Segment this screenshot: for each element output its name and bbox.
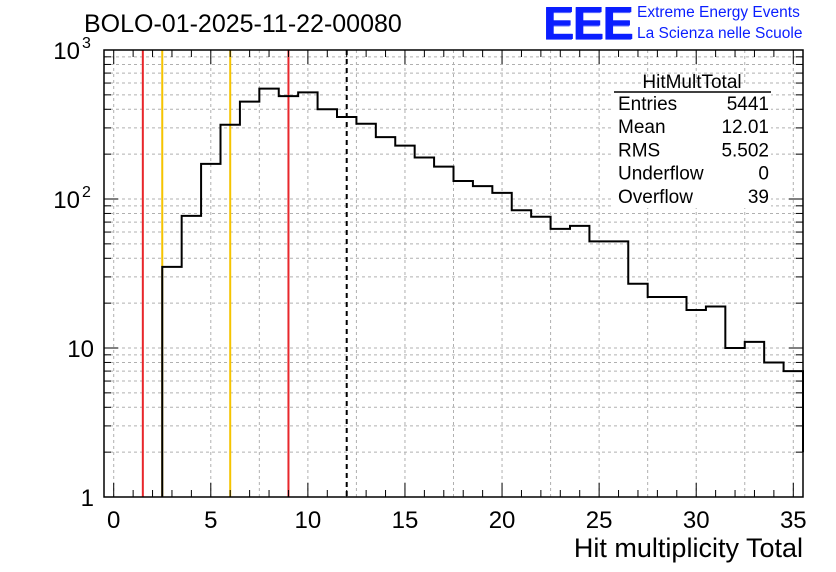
y-tick-label: 1 <box>81 485 94 512</box>
stats-label: Overflow <box>618 187 693 208</box>
stats-value: 0 <box>758 164 769 185</box>
stats-label: Entries <box>618 94 677 115</box>
x-tick-label: 20 <box>489 507 516 534</box>
y-tick-exponent: 3 <box>82 35 91 52</box>
x-tick-label: 30 <box>683 507 710 534</box>
stats-value: 5441 <box>727 94 769 115</box>
histogram-series <box>161 87 804 497</box>
histogram-outline <box>161 87 804 497</box>
x-tick-label: 15 <box>392 507 419 534</box>
x-tick-label: 25 <box>586 507 613 534</box>
marker-lines <box>141 50 348 497</box>
plot-frame <box>103 49 804 498</box>
y-tick-exponent: 2 <box>82 184 91 201</box>
x-tick-label: 10 <box>295 507 322 534</box>
stats-label: RMS <box>618 140 660 161</box>
logo-subtitle-line2: La Scienza nelle Scuole <box>637 25 803 42</box>
stats-label: Underflow <box>618 164 704 185</box>
stats-label: Mean <box>618 117 666 138</box>
x-tick-label: 35 <box>780 507 807 534</box>
y-tick-label: 10 <box>53 38 80 65</box>
stats-box-bg <box>614 84 771 208</box>
eee-logo: EEE <box>543 0 633 49</box>
stats-value: 5.502 <box>721 140 769 161</box>
y-tick-label: 10 <box>67 336 94 363</box>
stats-value: 12.01 <box>721 117 769 138</box>
y-tick-label: 10 <box>53 187 80 214</box>
logo-subtitle-line1: Extreme Energy Events <box>637 4 800 21</box>
stats-title: HitMultTotal <box>642 72 741 93</box>
plot-frame-rect <box>103 49 804 498</box>
x-tick-label: 5 <box>204 507 217 534</box>
stats-value: 39 <box>748 187 769 208</box>
x-axis-label: Hit multiplicity Total <box>573 533 803 563</box>
x-tick-label: 0 <box>107 507 120 534</box>
run-title: BOLO-01-2025-11-22-00080 <box>84 10 402 38</box>
